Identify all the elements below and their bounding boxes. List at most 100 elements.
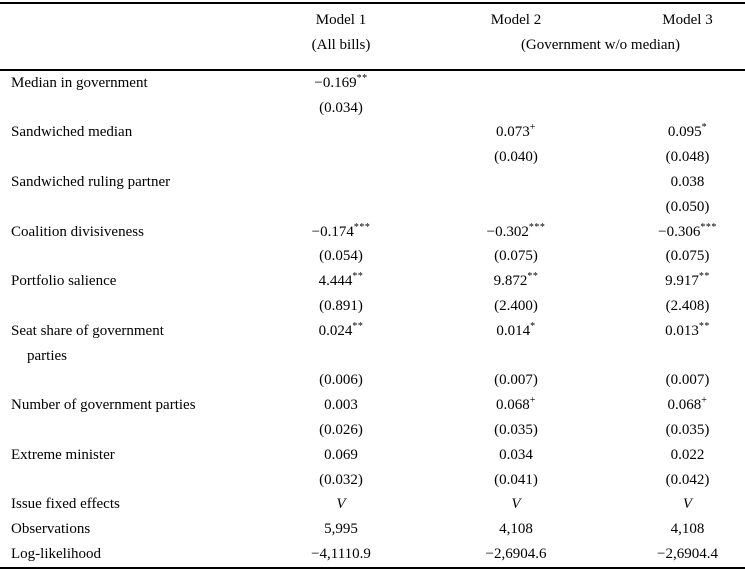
cell-value xyxy=(414,170,618,195)
cell-value xyxy=(268,170,414,195)
cell-value: 9.872** xyxy=(493,271,539,290)
cell-value: (0.042) xyxy=(665,471,710,488)
cell-value: 0.038 xyxy=(670,174,705,191)
cell-value: (0.050) xyxy=(665,198,710,215)
table-row: (0.026) (0.035) (0.035) xyxy=(0,418,745,443)
cell-value: −0.169** xyxy=(314,72,368,91)
cell-value: 0.013** xyxy=(665,320,710,339)
cell-value: 0.095* xyxy=(667,122,708,141)
table-row: (0.040) (0.048) xyxy=(0,145,745,170)
cell-value: 0.073+ xyxy=(496,122,536,141)
cell-value: 5,995 xyxy=(324,521,358,538)
significance-marker: + xyxy=(529,395,536,407)
cell-value: 0.034 xyxy=(499,446,533,463)
cell-value: (0.026) xyxy=(319,422,363,439)
cell-value: 4,108 xyxy=(499,521,533,538)
table-row: parties xyxy=(0,344,745,369)
significance-marker: ** xyxy=(698,271,710,283)
significance-marker: ** xyxy=(352,320,364,332)
cell-value: 0.068+ xyxy=(667,395,708,414)
row-label xyxy=(0,195,268,220)
cell-value xyxy=(414,70,618,96)
table-row: Number of government parties 0.003 0.068+ 0… xyxy=(0,393,745,418)
cell-value: V xyxy=(682,496,693,513)
cell-value: (0.041) xyxy=(494,471,538,488)
table-row: Median in government −0.169** xyxy=(0,70,745,96)
cell-value: (0.075) xyxy=(665,248,710,265)
significance-marker: * xyxy=(701,122,708,134)
cell-value: (0.035) xyxy=(494,422,538,439)
row-label: Coalition divisiveness xyxy=(11,223,144,240)
table-row: (0.034) xyxy=(0,96,745,121)
significance-marker: + xyxy=(529,122,536,134)
cell-value xyxy=(414,96,618,121)
table-row: Seat share of government 0.024** 0.014* 0.0… xyxy=(0,319,745,344)
header-sub-government: (Government w/o median) xyxy=(520,37,681,53)
cell-value: 0.022 xyxy=(670,446,705,463)
table-row: Sandwiched median 0.073+ 0.095* xyxy=(0,121,745,146)
cell-value: (2.408) xyxy=(665,298,710,315)
table-row: Log-likelihood −4,1110.9 −2,6904.6 −2,6904.… xyxy=(0,542,745,568)
cell-value: 9.917** xyxy=(665,271,710,290)
table-row: Extreme minister 0.069 0.034 0.022 xyxy=(0,443,745,468)
cell-value: −2,6904.4 xyxy=(657,546,718,563)
cell-value: 0.069 xyxy=(324,446,358,463)
row-label: Portfolio salience xyxy=(11,273,117,290)
significance-marker: ** xyxy=(352,271,364,283)
header-empty-cell xyxy=(0,36,268,70)
row-label xyxy=(0,96,268,121)
row-label: Observations xyxy=(11,521,91,538)
significance-marker: *** xyxy=(700,221,717,233)
cell-value xyxy=(618,70,745,96)
significance-marker: *** xyxy=(353,221,371,233)
cell-value: (0.054) xyxy=(319,248,363,265)
cell-value: V xyxy=(336,496,346,513)
row-label xyxy=(0,245,268,270)
header-model-1: Model 1 xyxy=(315,11,367,28)
row-label xyxy=(0,369,268,394)
cell-value: (0.007) xyxy=(494,372,538,389)
cell-value: V xyxy=(511,496,521,513)
cell-value: 0.024** xyxy=(318,320,364,339)
significance-marker: + xyxy=(701,395,708,407)
row-label xyxy=(0,418,268,443)
significance-marker: ** xyxy=(527,271,539,283)
cell-value: 4.444** xyxy=(318,271,364,290)
cell-value: (2.400) xyxy=(494,298,538,315)
significance-marker: *** xyxy=(528,221,546,233)
row-label: Log-likelihood xyxy=(11,546,101,563)
cell-value: 4,108 xyxy=(670,521,705,538)
cell-value: (0.034) xyxy=(319,99,363,116)
table-row: (0.032) (0.041) (0.042) xyxy=(0,468,745,493)
table-row: Issue fixed effects V V V xyxy=(0,493,745,518)
header-model-3: Model 3 xyxy=(662,11,713,28)
row-label: parties xyxy=(27,347,67,364)
cell-value xyxy=(268,145,414,170)
cell-value xyxy=(618,96,745,121)
significance-marker: ** xyxy=(356,72,368,84)
header-sub-row: (All bills) (Government w/o median) xyxy=(0,36,745,70)
cell-value: (0.035) xyxy=(665,422,710,439)
row-label xyxy=(0,294,268,319)
table-row: Sandwiched ruling partner 0.038 xyxy=(0,170,745,195)
cell-value: −0.306*** xyxy=(658,221,717,240)
table-header: Model 1 Model 2 Model 3 (All bills) (Gov… xyxy=(0,3,745,70)
cell-value: −0.174*** xyxy=(311,221,371,240)
cell-value xyxy=(414,195,618,220)
cell-value xyxy=(618,344,745,369)
cell-value: (0.006) xyxy=(319,372,363,389)
row-label: Number of government parties xyxy=(11,397,196,414)
cell-value: −2,6904.6 xyxy=(485,546,547,563)
header-empty-cell xyxy=(0,3,268,36)
cell-value xyxy=(414,344,618,369)
cell-value: (0.048) xyxy=(665,149,710,166)
significance-marker: ** xyxy=(698,320,710,332)
table-row: (0.054) (0.075) (0.075) xyxy=(0,245,745,270)
cell-value: −4,1110.9 xyxy=(311,546,371,563)
table-row: Portfolio salience 4.444** 9.872** 9.917** xyxy=(0,269,745,294)
row-label: Sandwiched median xyxy=(11,124,133,141)
table-body: Median in government −0.169** (0.034) Sandw… xyxy=(0,70,745,568)
header-sub-all-bills: (All bills) xyxy=(311,37,371,53)
